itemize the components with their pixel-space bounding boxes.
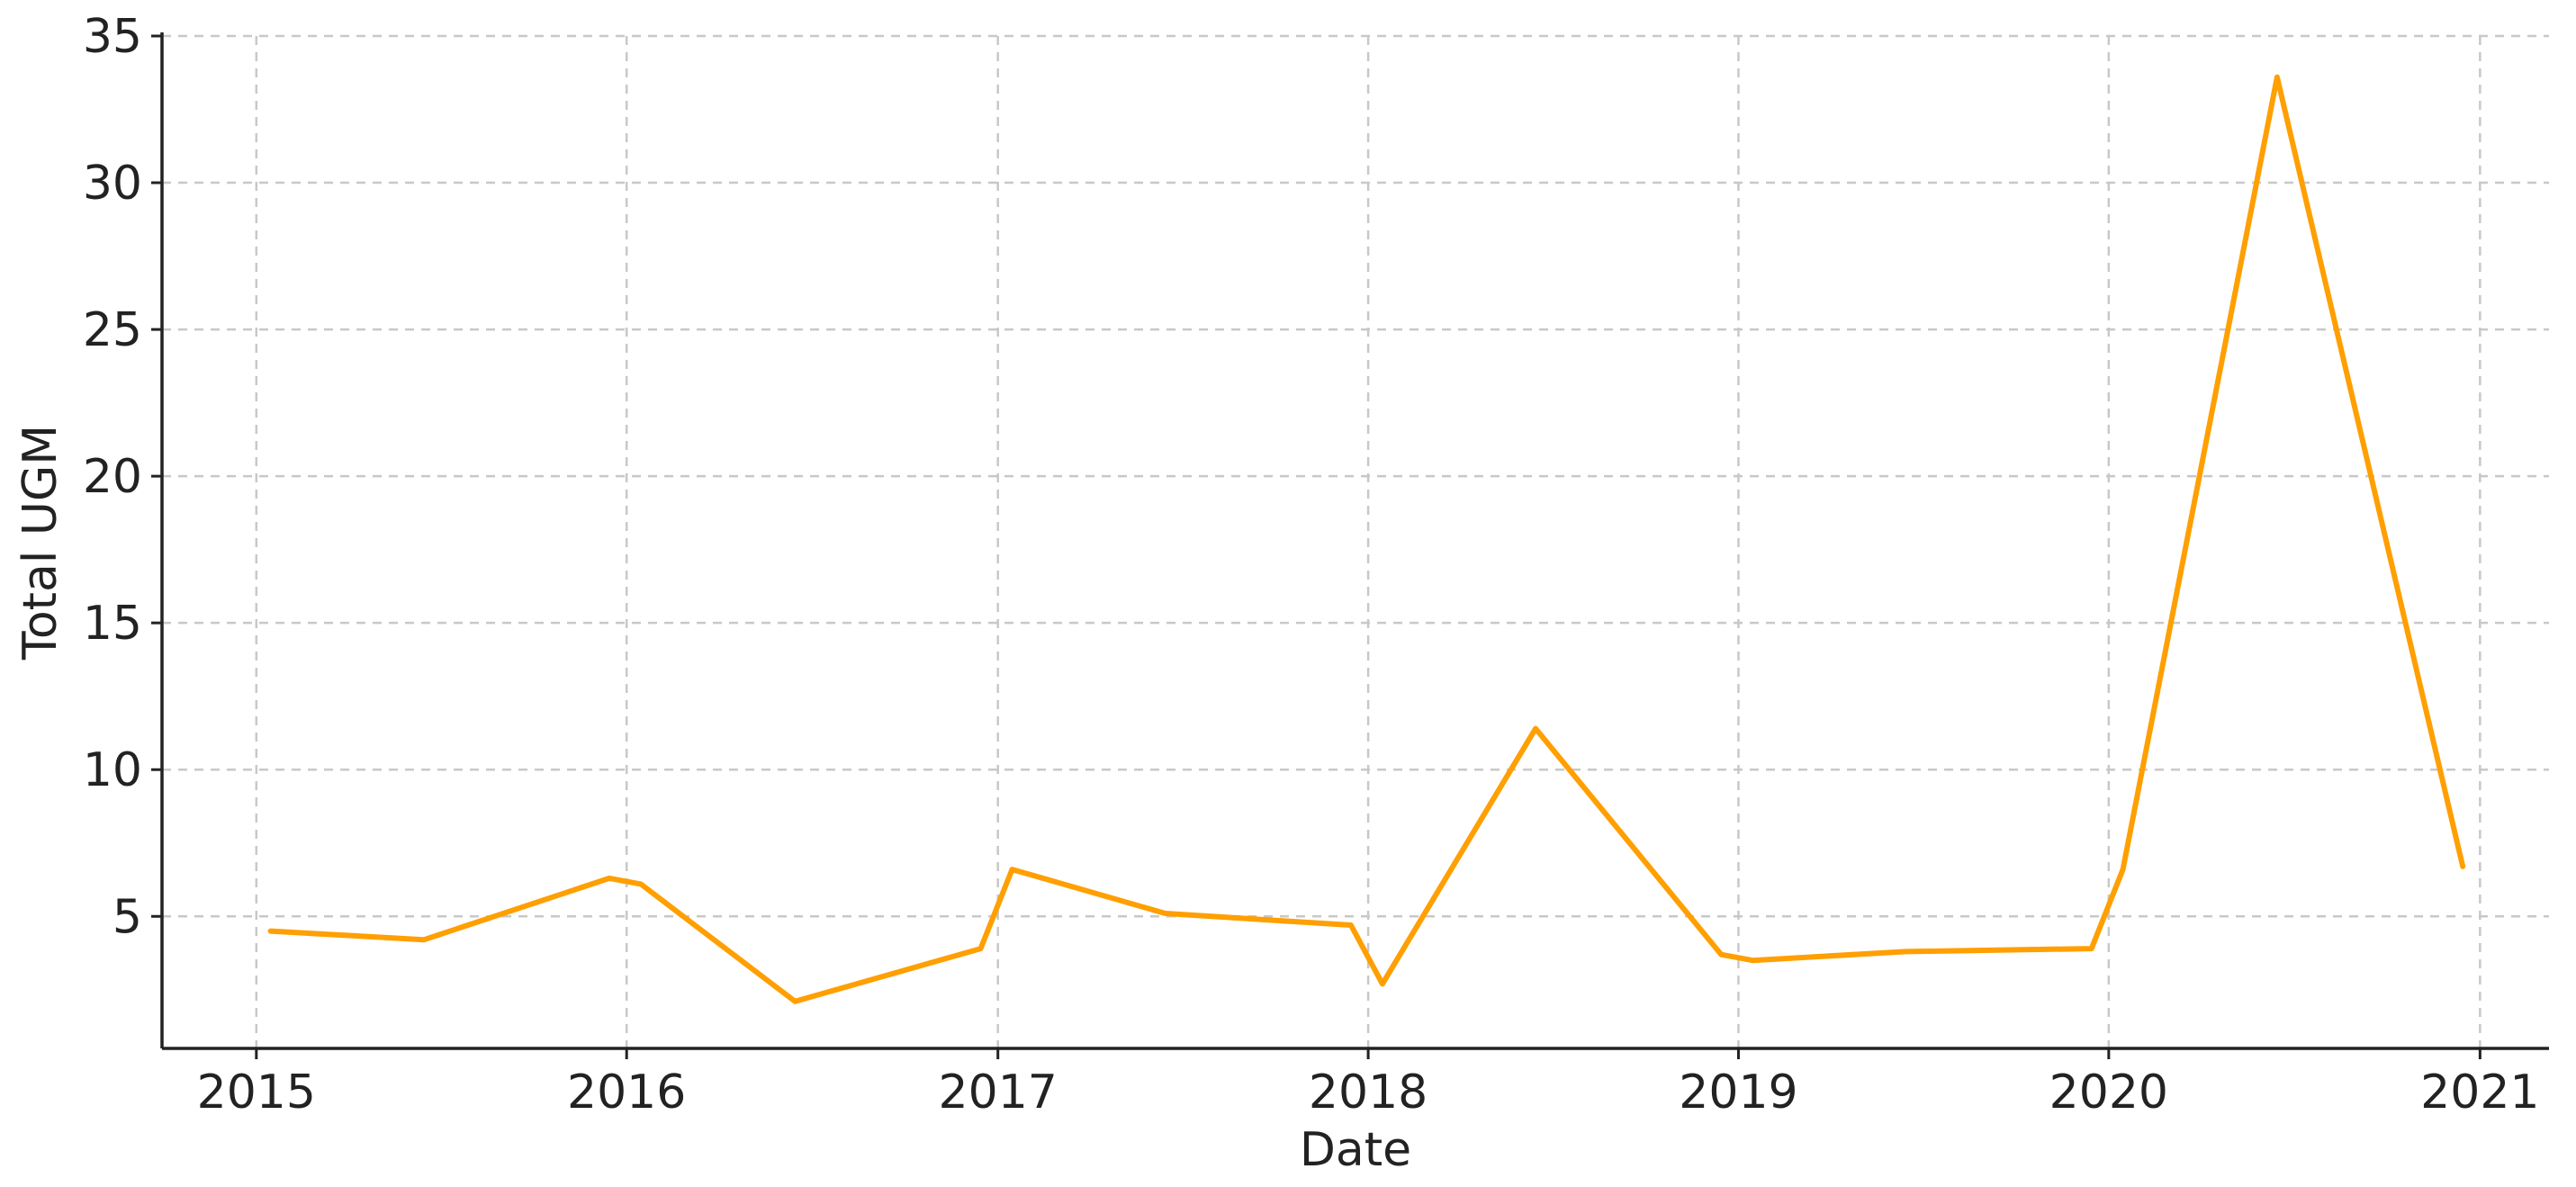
y-tick-label: 5 <box>113 890 142 944</box>
x-tick-label: 2017 <box>939 1066 1058 1120</box>
y-tick-label: 35 <box>83 10 142 64</box>
y-tick-label: 25 <box>83 303 142 357</box>
tick-labels: 2015 2016 2017 2018 2019 2020 2021 5 10 15 20 25 30 3… <box>83 10 2540 1120</box>
y-tick-label: 15 <box>83 597 142 651</box>
x-tick-label: 2016 <box>567 1066 686 1120</box>
x-tick-label: 2018 <box>1309 1066 1428 1120</box>
x-tick-label: 2021 <box>2420 1066 2539 1120</box>
y-tick-label: 10 <box>83 743 142 797</box>
y-axis-label: Total UGM <box>14 425 68 661</box>
grid-lines <box>162 34 2549 1048</box>
y-tick-label: 30 <box>83 157 142 211</box>
series-lines <box>267 74 2466 1004</box>
axes <box>151 32 2549 1059</box>
x-tick-label: 2020 <box>2049 1066 2168 1120</box>
x-tick-label: 2015 <box>197 1066 316 1120</box>
x-tick-label: 2019 <box>1679 1066 1797 1120</box>
x-axis-label: Date <box>1300 1123 1411 1177</box>
series-line-0 <box>267 74 2466 1004</box>
y-tick-label: 20 <box>83 450 142 504</box>
